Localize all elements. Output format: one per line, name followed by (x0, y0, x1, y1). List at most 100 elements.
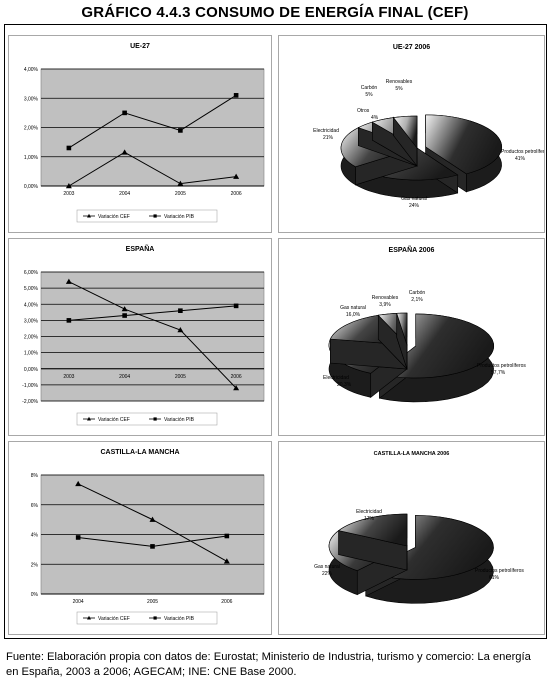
x-tick-label: 2005 (175, 191, 186, 197)
legend-marker (87, 416, 91, 421)
series-line (68, 305, 237, 321)
legend-marker (153, 616, 157, 620)
pie-chart-ue27-2006: UE-27 2006 Productos petrolíferos41% Gas n… (278, 35, 545, 233)
legend (76, 412, 218, 426)
chart-title: CASTILLA-LA MANCHA 2006 (374, 451, 450, 457)
chart-title: UE-27 2006 (393, 44, 430, 51)
figure-frame (4, 24, 547, 639)
legend (76, 611, 218, 625)
pie-slice (396, 312, 408, 370)
line-chart-castilla-la-mancha: CASTILLA-LA MANCHA 0% 2% 4% 6% 8% 2004 2005 2006… (8, 441, 272, 635)
slice-value: 41% (515, 156, 526, 162)
slice-label: Gas natural (314, 564, 340, 570)
y-tick-label: 2% (31, 562, 39, 568)
pie-chart-espana-2006: ESPAÑA 2006 Productos petrolíferos 57,7% El… (278, 238, 545, 436)
figure-title: GRÁFICO 4.4.3 CONSUMO DE ENERGÍA FINAL (… (81, 4, 469, 21)
slice-label: Gas natural (340, 305, 366, 311)
data-point (178, 128, 183, 133)
slice-label: Carbón (361, 85, 378, 91)
slice-label: Productos petrolíferos (477, 363, 526, 369)
x-tick-label: 2003 (63, 374, 74, 380)
data-point (233, 303, 239, 309)
line-chart-espana: ESPAÑA -2,00% -1,00% 0,00% 1,00% 2,00% 3,00% 4,… (8, 238, 272, 436)
series-line (68, 281, 237, 389)
y-tick-label: 1,00% (24, 155, 39, 161)
data-point (65, 183, 72, 189)
line-chart-ue27: UE-27 0,00% 1,00% 2,00% 3,00% 4,00% 2003 2004 20… (8, 35, 272, 233)
slice-label: Electricidad (356, 509, 382, 515)
legend-marker (87, 615, 91, 620)
data-point (224, 533, 230, 539)
data-point (66, 318, 72, 323)
slice-value: 5% (395, 86, 403, 92)
y-tick-label: 8% (31, 473, 39, 479)
source-footnote: Fuente: Elaboración propia con datos de:… (6, 651, 531, 678)
y-tick-label: 0,00% (24, 367, 39, 373)
line-chart-svg: UE-27 0,00% 1,00% 2,00% 3,00% 4,00% 2003 2004 20… (24, 43, 265, 223)
y-tick-label: -2,00% (22, 399, 38, 405)
data-point (75, 535, 81, 540)
y-tick-label: 2,00% (24, 126, 39, 132)
data-point (66, 145, 72, 151)
data-point (178, 308, 183, 313)
y-tick-label: 3,00% (24, 318, 39, 324)
legend-marker (153, 214, 157, 218)
slice-value: 3,9% (379, 302, 391, 308)
legend-label: Variación PIB (164, 214, 195, 220)
y-tick-label: 3,00% (24, 96, 39, 102)
y-tick-label: 4% (31, 533, 39, 539)
data-point (150, 544, 155, 549)
y-tick-label: -1,00% (22, 383, 38, 389)
slice-value: 5% (365, 92, 373, 98)
chart-title: ESPAÑA 2006 (389, 245, 435, 254)
y-tick-label: 0% (31, 592, 39, 598)
series-line (68, 94, 237, 149)
data-point (65, 278, 72, 284)
slice-value: 17% (364, 516, 375, 522)
data-point (75, 480, 82, 487)
slice-label: Otros (357, 108, 370, 114)
data-point (223, 558, 230, 564)
data-point (121, 149, 128, 155)
y-tick-label: 6% (31, 503, 39, 509)
data-point (121, 306, 128, 312)
data-point (149, 516, 156, 522)
slice-label: Productos petrolíferos (501, 149, 544, 155)
slice-value: 4% (371, 115, 379, 121)
chart-title: ESPAÑA (126, 244, 155, 253)
x-tick-label: 2005 (147, 599, 158, 605)
x-tick-label: 2004 (119, 374, 130, 380)
data-point (233, 93, 239, 98)
slice-label: Gas natural (401, 196, 427, 202)
legend-label: Variación CEF (98, 214, 130, 220)
slice-value: 2,1% (411, 297, 423, 303)
pie-chart-castilla-la-mancha-2006: CASTILLA-LA MANCHA 2006 Productos petrolí… (278, 441, 545, 635)
legend-marker (87, 213, 91, 218)
data-point (233, 385, 240, 391)
slice-value: 21% (323, 135, 334, 141)
series-line (68, 151, 237, 187)
y-tick-label: 1,00% (24, 351, 39, 357)
x-tick-label: 2006 (221, 599, 232, 605)
pie-chart-svg: CASTILLA-LA MANCHA 2006 Productos petrolí… (314, 451, 524, 604)
slice-value: 61% (489, 575, 500, 581)
slice-label: Carbón (409, 290, 426, 296)
x-tick-label: 2003 (63, 191, 74, 197)
chart-title: CASTILLA-LA MANCHA (100, 449, 179, 456)
slice-value: 20,3% (337, 382, 352, 388)
pie-slice (392, 115, 418, 167)
x-tick-label: 2006 (231, 374, 242, 380)
slice-value: 22% (322, 571, 333, 577)
slice-label: Electricidad (323, 375, 349, 381)
legend (76, 209, 218, 223)
y-tick-label: 0,00% (24, 184, 39, 190)
legend-label: Variación PIB (164, 417, 195, 423)
slice-value: 24% (409, 203, 420, 209)
pie-slice (337, 513, 408, 571)
legend-label: Variación CEF (98, 417, 130, 423)
data-point (177, 327, 184, 333)
y-tick-label: 4,00% (24, 302, 39, 308)
x-tick-label: 2005 (175, 374, 186, 380)
slice-label: Renovables (386, 79, 413, 85)
